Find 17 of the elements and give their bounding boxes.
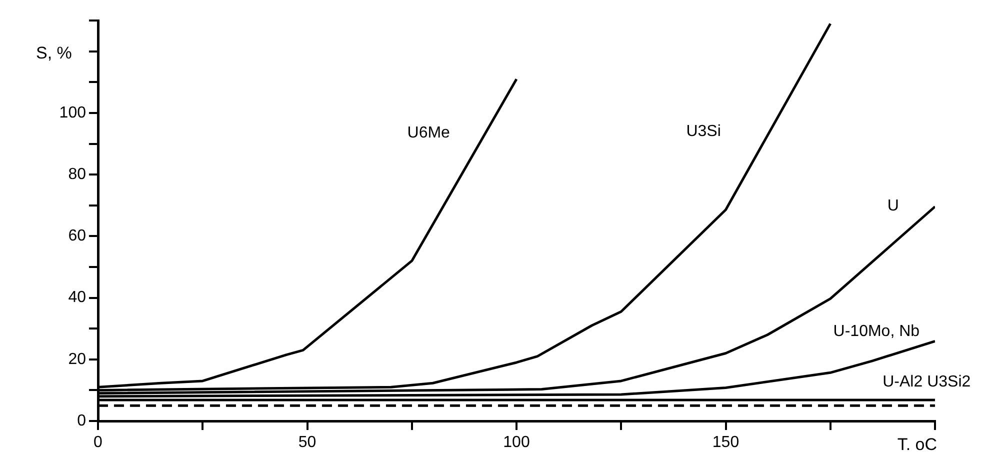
series-label: U-10Mo, Nb xyxy=(833,323,920,340)
x-tick-label: 100 xyxy=(503,434,530,452)
series-label: U6Me xyxy=(407,124,450,142)
y-tick-label: 60 xyxy=(68,228,86,245)
y-tick-label: 0 xyxy=(77,412,86,430)
text: U3Si xyxy=(686,122,721,140)
y-tick-label: 80 xyxy=(68,166,86,184)
series-label: U xyxy=(887,198,899,215)
y-tick-label: 40 xyxy=(68,289,86,306)
x-tick-label: 0 xyxy=(94,434,103,452)
series-label: U-Al2 U3Si2 xyxy=(882,374,971,391)
x-axis-title: T. oC xyxy=(897,435,937,454)
x-tick-label: 50 xyxy=(298,434,316,452)
x-tick-label: 150 xyxy=(712,434,740,452)
y-axis-title: S, % xyxy=(36,43,72,62)
y-tick-label: 100 xyxy=(59,104,86,122)
y-tick-label: 20 xyxy=(68,350,86,368)
